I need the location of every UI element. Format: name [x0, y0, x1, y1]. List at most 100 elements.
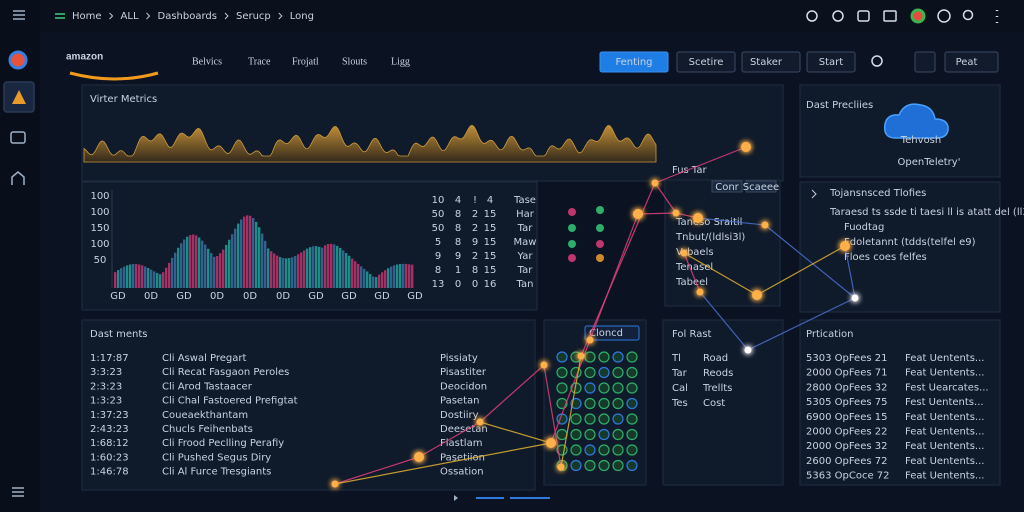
breadcrumb-sep	[146, 12, 151, 20]
breadcrumb-item[interactable]: Home	[72, 11, 102, 22]
grid-dot	[612, 351, 624, 363]
home-icon[interactable]	[11, 171, 25, 185]
table-cell: 8	[455, 209, 461, 220]
bar-deco	[339, 247, 342, 288]
bar-deco	[183, 239, 186, 288]
grid-dot	[570, 428, 582, 441]
shield-button[interactable]	[914, 51, 936, 73]
action-button[interactable]	[944, 51, 999, 73]
nav-link[interactable]: Trace	[248, 56, 271, 67]
table-cell: Yar	[517, 251, 534, 262]
popup-line: Taneso Sraitil	[675, 217, 742, 228]
bar-deco	[282, 258, 285, 288]
node	[693, 213, 703, 223]
action-button[interactable]	[741, 51, 801, 73]
brand-logo[interactable]: amazon	[66, 52, 103, 63]
bar-deco	[348, 255, 351, 288]
x-label: GD	[407, 291, 423, 302]
pred-value: Feat Uentents...	[905, 456, 984, 467]
grid-dot	[612, 366, 624, 379]
x-label: 0D	[210, 291, 224, 302]
bar-deco	[138, 264, 141, 288]
prediction-panel	[799, 319, 1001, 486]
bar-deco	[258, 227, 261, 288]
nav-link[interactable]: Belvics	[192, 56, 222, 67]
table-cell: 9	[455, 251, 461, 262]
nav-link[interactable]: Slouts	[342, 56, 367, 67]
search-icon[interactable]	[962, 9, 974, 21]
table-cell: Maw	[514, 237, 537, 248]
bar-deco	[333, 244, 336, 288]
grid-dot	[570, 444, 582, 456]
action-button[interactable]	[806, 51, 856, 73]
link	[334, 442, 552, 485]
page-indicator[interactable]	[476, 497, 504, 499]
status-dot	[568, 240, 576, 248]
bar-deco	[336, 245, 339, 288]
link	[747, 297, 856, 351]
brand-smile	[69, 71, 159, 81]
table-cell: 15	[484, 251, 497, 262]
bar-deco	[129, 264, 132, 288]
bar-deco	[189, 234, 192, 288]
deploy-status: Deesetan	[440, 424, 488, 435]
chart-panel	[81, 181, 538, 311]
waveform	[83, 124, 657, 163]
status-icon[interactable]	[832, 10, 844, 22]
popup	[664, 179, 781, 307]
filter-button[interactable]	[584, 325, 640, 341]
breadcrumb-item[interactable]: Dashboards	[158, 11, 217, 22]
bar-deco	[324, 245, 327, 288]
bar-deco	[297, 254, 300, 288]
breadcrumb-item[interactable]: ALL	[121, 11, 139, 22]
deploy-status: Pasetiion	[440, 452, 485, 463]
bar-deco	[123, 266, 126, 288]
deploy-id: 1:3:23	[90, 396, 122, 407]
action-button[interactable]	[599, 51, 669, 73]
page-indicator[interactable]	[510, 497, 550, 499]
table-cell: Tar	[517, 223, 534, 234]
y-label: 50	[94, 255, 107, 266]
search-icon[interactable]	[871, 55, 883, 67]
status-dot	[596, 254, 604, 262]
bar-deco	[204, 244, 207, 288]
screen-icon[interactable]	[883, 10, 897, 22]
row-value: Cost	[703, 398, 725, 409]
nav-link[interactable]: Frojatl	[292, 56, 319, 67]
action-button[interactable]	[676, 51, 736, 73]
storage-icon[interactable]	[10, 131, 26, 144]
bar-deco	[411, 264, 414, 288]
breadcrumb-item[interactable]: Long	[290, 11, 314, 22]
chrome-icon[interactable]	[910, 8, 926, 24]
table-cell: Tar	[517, 265, 534, 276]
status-dot	[596, 224, 604, 232]
menu-bottom[interactable]	[12, 487, 24, 497]
table-cell: 50	[432, 209, 445, 220]
popup-tab[interactable]	[711, 180, 743, 193]
breadcrumb-item[interactable]: Serucp	[236, 11, 271, 22]
bar-deco	[168, 262, 171, 288]
deploy-name: Cli Pushed Segus Diry	[162, 452, 271, 463]
grid-dot	[584, 382, 596, 394]
bar-deco	[342, 250, 345, 288]
deploy-status: Deocidon	[440, 381, 487, 392]
table-cell: 5	[435, 237, 441, 248]
nav-link[interactable]: Ligg	[391, 56, 410, 67]
deploy-status: Pisastiter	[440, 367, 487, 378]
menu-icon[interactable]	[13, 10, 25, 20]
browser-icon[interactable]	[8, 50, 28, 70]
settings-icon[interactable]	[937, 9, 951, 23]
bar-deco	[375, 277, 378, 288]
caret	[811, 189, 817, 199]
popup-tab[interactable]	[745, 180, 777, 193]
power-icon[interactable]	[806, 10, 818, 22]
chat-icon[interactable]	[857, 10, 870, 22]
grid-dot	[570, 413, 582, 425]
page-prev[interactable]	[454, 495, 458, 501]
bar-deco	[363, 268, 366, 288]
bar-deco	[357, 263, 360, 288]
x-label: 0D	[144, 291, 158, 302]
pred-key: 2000 OpFees 71	[806, 368, 887, 379]
node	[741, 142, 751, 152]
